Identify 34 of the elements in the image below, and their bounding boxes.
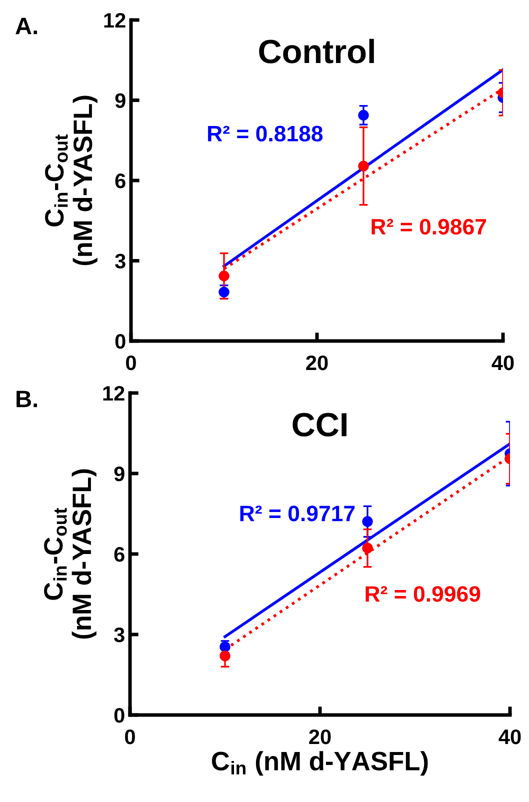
x-tick-label: 40 bbox=[492, 355, 514, 370]
annotation: R² = 0.9969 bbox=[366, 586, 480, 602]
point bbox=[218, 286, 230, 298]
point bbox=[358, 160, 369, 172]
y-axis-title: C$_{in}$-C$_{out}$ (nM d-YASFL) bbox=[45, 96, 98, 266]
point bbox=[358, 110, 369, 121]
x-tick-label: 0 bbox=[125, 729, 135, 744]
y-axis-title: C$_{in}$-C$_{out}$ (nM d-YASFL) bbox=[44, 469, 96, 639]
y-tick-label: 6 bbox=[114, 547, 124, 562]
y-tick-label: 9 bbox=[115, 93, 126, 108]
x-tick-label: 20 bbox=[306, 355, 328, 370]
x-tick-label: 40 bbox=[498, 729, 521, 744]
y-tick-label: 12 bbox=[103, 386, 124, 401]
chart-title: CCI bbox=[292, 412, 346, 437]
y-tick-label: 9 bbox=[114, 466, 124, 482]
text: A. bbox=[16, 18, 37, 34]
point bbox=[218, 270, 230, 282]
x-tick-label: 20 bbox=[309, 729, 331, 744]
annotation: R² = 0.9867 bbox=[372, 218, 486, 235]
annotation: R² = 0.8188 bbox=[208, 126, 323, 142]
point bbox=[362, 516, 373, 527]
point bbox=[220, 650, 230, 662]
x-axis-title: C$_{in}$ (nM d-YASFL) bbox=[212, 751, 428, 776]
annotation: R² = 0.9717 bbox=[240, 506, 355, 522]
chart-title: Control bbox=[259, 38, 374, 64]
y-tick-label: 12 bbox=[104, 13, 126, 28]
y-tick-label: 3 bbox=[114, 628, 124, 642]
text: B. bbox=[16, 390, 37, 408]
point bbox=[362, 542, 373, 554]
y-tick-label: 6 bbox=[115, 174, 126, 188]
y-tick-label: 0 bbox=[114, 708, 124, 723]
y-tick-label: 3 bbox=[115, 254, 126, 269]
y-tick-label: 0 bbox=[115, 334, 126, 349]
x-tick-label: 0 bbox=[126, 355, 136, 370]
